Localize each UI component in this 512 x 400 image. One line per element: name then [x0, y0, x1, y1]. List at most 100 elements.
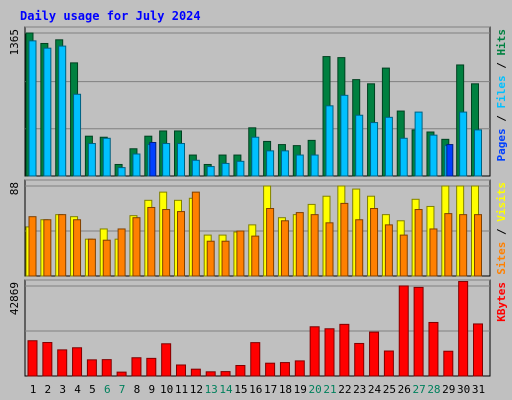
legend-separator: /	[495, 56, 508, 76]
panel-max-label: 1365	[8, 29, 21, 56]
bar-files-7	[117, 167, 126, 177]
bar-kbytes-19	[294, 360, 305, 377]
bar-kbytes-26	[398, 285, 409, 377]
bar-kbytes-22	[339, 323, 350, 377]
bar-sites-13	[206, 240, 215, 277]
bar-kbytes-28	[428, 321, 439, 377]
bar-kbytes-14	[220, 371, 231, 377]
legend-text: KBytes	[495, 282, 508, 322]
panel-hits-files-pages: 1365 Pages / Files / Hits	[8, 26, 508, 177]
bar-sites-17	[266, 208, 275, 277]
bar-files-24	[370, 122, 379, 177]
x-label-29: 29	[442, 383, 455, 396]
x-label-31: 31	[472, 383, 485, 396]
series-kbytes	[27, 281, 483, 377]
legend-separator: /	[495, 222, 508, 242]
x-label-20: 20	[309, 383, 322, 396]
legend-sites: Sites	[495, 242, 508, 275]
bar-kbytes-18	[279, 362, 290, 377]
bar-pages-29	[446, 144, 454, 177]
panels-group: 1365 Pages / Files / Hits 88 Sites / Visits…	[8, 26, 508, 377]
legend-text: Sites / Visits	[495, 182, 508, 275]
x-label-14: 14	[219, 383, 233, 396]
bar-sites-31	[474, 214, 482, 277]
bar-files-11	[177, 143, 185, 177]
x-label-13: 13	[205, 383, 218, 396]
legend-text: Pages / Files / Hits	[495, 29, 508, 162]
x-label-27: 27	[412, 383, 425, 396]
x-label-16: 16	[249, 383, 262, 396]
x-label-12: 12	[190, 383, 203, 396]
legend-pages: Pages	[495, 128, 508, 161]
bar-kbytes-27	[413, 286, 424, 377]
bar-files-18	[280, 150, 289, 177]
bar-kbytes-23	[354, 342, 365, 377]
bar-files-1	[28, 40, 37, 177]
bar-sites-7	[117, 228, 126, 277]
x-label-8: 8	[134, 383, 141, 396]
bar-files-31	[474, 129, 482, 177]
x-label-28: 28	[427, 383, 440, 396]
x-label-3: 3	[59, 383, 66, 396]
series-pages	[149, 141, 454, 177]
bar-files-26	[399, 137, 408, 177]
x-label-11: 11	[175, 383, 188, 396]
bar-sites-29	[444, 213, 453, 277]
bar-sites-1	[28, 216, 37, 277]
panel-max-label: 88	[8, 182, 21, 195]
bar-sites-9	[147, 206, 156, 277]
bar-sites-22	[340, 202, 349, 277]
bar-sites-6	[102, 239, 111, 277]
bar-files-15	[236, 160, 245, 177]
bar-files-17	[266, 150, 275, 177]
bar-kbytes-12	[190, 368, 201, 377]
bar-sites-30	[459, 214, 468, 277]
legend-hits-files-pages: Pages / Files / Hits	[495, 29, 508, 162]
x-label-6: 6	[104, 383, 111, 396]
bar-kbytes-21	[324, 328, 335, 377]
bar-files-13	[206, 166, 215, 177]
bar-sites-25	[384, 224, 393, 277]
x-label-25: 25	[383, 383, 396, 396]
bar-sites-2	[43, 219, 52, 277]
bar-sites-28	[429, 228, 438, 277]
bar-sites-11	[177, 211, 185, 277]
bar-sites-4	[73, 219, 82, 277]
bar-files-28	[429, 134, 438, 177]
bar-sites-20	[310, 214, 319, 277]
series-sites	[28, 191, 482, 277]
x-label-1: 1	[30, 383, 37, 396]
x-label-17: 17	[264, 383, 277, 396]
bar-sites-24	[370, 208, 379, 277]
bar-kbytes-15	[235, 365, 246, 377]
bar-kbytes-20	[309, 326, 320, 377]
bar-kbytes-9	[146, 357, 157, 377]
x-label-5: 5	[89, 383, 96, 396]
bar-files-21	[325, 105, 334, 177]
bar-kbytes-30	[458, 281, 469, 377]
panel-kbytes: 42869 KBytes	[8, 279, 508, 377]
series-files	[28, 40, 482, 177]
x-label-24: 24	[368, 383, 382, 396]
bar-files-30	[459, 111, 468, 177]
bar-kbytes-4	[72, 347, 83, 377]
bar-files-20	[310, 154, 319, 177]
bar-kbytes-6	[101, 359, 112, 377]
x-label-4: 4	[74, 383, 81, 396]
bar-kbytes-17	[265, 362, 276, 377]
x-label-10: 10	[160, 383, 173, 396]
x-label-30: 30	[457, 383, 470, 396]
x-label-15: 15	[234, 383, 247, 396]
bar-sites-27	[414, 209, 423, 277]
bar-kbytes-25	[383, 350, 394, 377]
x-label-2: 2	[45, 383, 52, 396]
bar-files-14	[221, 162, 230, 177]
bar-sites-15	[236, 230, 245, 277]
bar-files-10	[162, 143, 171, 177]
bar-sites-10	[162, 209, 171, 277]
bar-sites-21	[325, 222, 334, 277]
bar-files-22	[340, 94, 349, 177]
chart-title: Daily usage for July 2024	[20, 9, 201, 23]
